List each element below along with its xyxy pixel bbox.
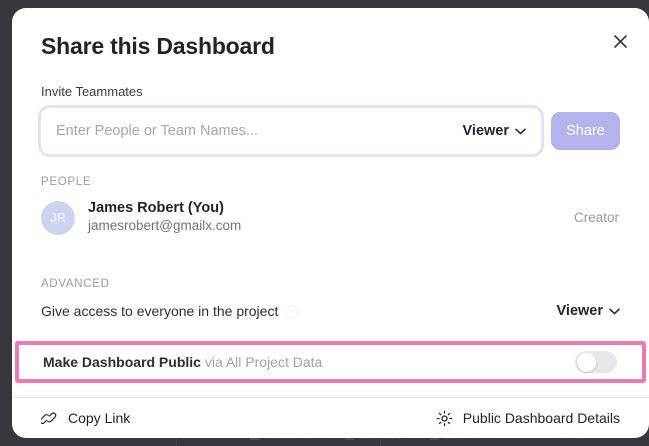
project-access-label: Give access to everyone in the project xyxy=(41,303,279,320)
footer-divider xyxy=(12,397,649,398)
invite-section-label: Invite Teammates xyxy=(41,84,143,99)
copy-link-label: Copy Link xyxy=(68,410,131,426)
chevron-down-icon xyxy=(515,128,526,135)
link-icon xyxy=(41,410,58,427)
person-name: James Robert (You) xyxy=(88,200,224,216)
close-icon[interactable] xyxy=(605,26,635,56)
make-dashboard-public-label: Make Dashboard Public xyxy=(43,354,201,370)
make-dashboard-public-via-label: via All Project Data xyxy=(204,354,323,370)
invite-role-dropdown[interactable]: Viewer xyxy=(453,123,527,139)
invite-row: Viewer Share xyxy=(41,108,620,154)
make-dashboard-public-row[interactable]: Make Dashboard Public via All Project Da… xyxy=(15,341,646,383)
modal-footer: Copy Link Public Dashboard Detai xyxy=(12,398,649,438)
public-dashboard-details-label: Public Dashboard Details xyxy=(462,410,620,426)
info-icon xyxy=(286,304,300,318)
advanced-section-heading: ADVANCED xyxy=(41,278,110,291)
person-email: jamesrobert@gmailx.com xyxy=(88,218,242,234)
chevron-down-icon xyxy=(609,308,620,315)
list-item: JR James Robert (You) jamesrobert@gmailx… xyxy=(41,199,620,236)
gear-icon xyxy=(436,410,453,427)
project-access-label-group: Give access to everyone in the project xyxy=(41,303,547,319)
people-section-heading: PEOPLE xyxy=(41,176,92,188)
project-access-row: Give access to everyone in the project V… xyxy=(41,303,620,319)
make-dashboard-public-toggle[interactable] xyxy=(575,351,617,373)
toggle-knob xyxy=(576,352,596,372)
invite-input-wrapper[interactable]: Viewer xyxy=(41,108,541,154)
page-title: Share this Dashboard xyxy=(41,33,275,59)
share-dashboard-modal: Share this Dashboard Invite Teammates Vi… xyxy=(12,8,649,438)
project-access-role-dropdown[interactable]: Viewer xyxy=(547,303,621,319)
make-dashboard-public-label-group: Make Dashboard Public via All Project Da… xyxy=(43,354,575,370)
share-button[interactable]: Share xyxy=(551,112,620,150)
project-access-role-value: Viewer xyxy=(556,303,604,320)
public-dashboard-details-button[interactable]: Public Dashboard Details xyxy=(436,410,620,427)
copy-link-button[interactable]: Copy Link xyxy=(41,410,130,427)
invite-role-value: Viewer xyxy=(462,123,510,139)
person-info: James Robert (You) jamesrobert@gmailx.co… xyxy=(88,199,574,236)
person-role-label: Creator xyxy=(573,210,619,225)
invite-people-input[interactable] xyxy=(56,123,453,139)
avatar: JR xyxy=(41,200,75,235)
